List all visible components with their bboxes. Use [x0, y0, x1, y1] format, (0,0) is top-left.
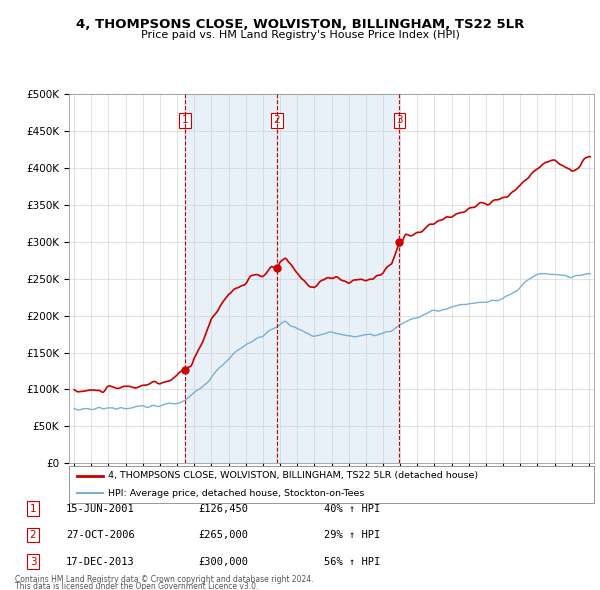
Text: 29% ↑ HPI: 29% ↑ HPI	[324, 530, 380, 540]
Text: 4, THOMPSONS CLOSE, WOLVISTON, BILLINGHAM, TS22 5LR (detached house): 4, THOMPSONS CLOSE, WOLVISTON, BILLINGHA…	[109, 471, 479, 480]
Text: 3: 3	[396, 115, 403, 125]
Text: 40% ↑ HPI: 40% ↑ HPI	[324, 504, 380, 513]
Text: £126,450: £126,450	[198, 504, 248, 513]
Text: Contains HM Land Registry data © Crown copyright and database right 2024.: Contains HM Land Registry data © Crown c…	[15, 575, 314, 584]
Text: HPI: Average price, detached house, Stockton-on-Tees: HPI: Average price, detached house, Stoc…	[109, 489, 365, 498]
Text: £300,000: £300,000	[198, 557, 248, 566]
Text: This data is licensed under the Open Government Licence v3.0.: This data is licensed under the Open Gov…	[15, 582, 259, 590]
Text: 56% ↑ HPI: 56% ↑ HPI	[324, 557, 380, 566]
Text: 4, THOMPSONS CLOSE, WOLVISTON, BILLINGHAM, TS22 5LR: 4, THOMPSONS CLOSE, WOLVISTON, BILLINGHA…	[76, 18, 524, 31]
Text: 3: 3	[29, 557, 37, 566]
Text: 1: 1	[182, 115, 188, 125]
Text: 1: 1	[29, 504, 37, 513]
Bar	[185, 94, 400, 463]
Text: 27-OCT-2006: 27-OCT-2006	[66, 530, 135, 540]
Text: £265,000: £265,000	[198, 530, 248, 540]
Text: 2: 2	[29, 530, 37, 540]
Text: 2: 2	[274, 115, 280, 125]
Text: 15-JUN-2001: 15-JUN-2001	[66, 504, 135, 513]
Text: Price paid vs. HM Land Registry's House Price Index (HPI): Price paid vs. HM Land Registry's House …	[140, 30, 460, 40]
Text: 17-DEC-2013: 17-DEC-2013	[66, 557, 135, 566]
